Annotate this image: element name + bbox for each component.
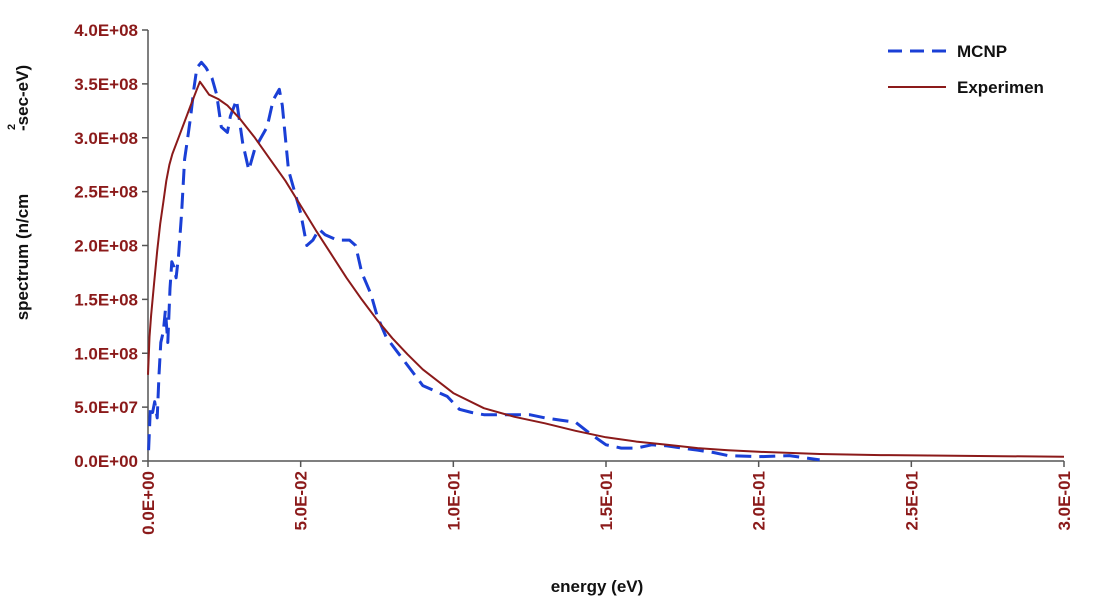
x-tick-label: 5.0E-02 <box>292 471 311 531</box>
x-axis-title: energy (eV) <box>551 577 644 596</box>
y-tick-label: 3.5E+08 <box>74 75 138 94</box>
x-tick-label: 3.0E-01 <box>1055 471 1074 531</box>
y-tick-label: 0.0E+00 <box>74 452 138 471</box>
y-axis-title: spectrum (n/cm 2 -sec-eV) <box>6 65 32 320</box>
y-axis-title-main: spectrum (n/cm <box>13 194 32 321</box>
y-tick-label: 2.0E+08 <box>74 237 138 256</box>
x-tick-label: 1.0E-01 <box>444 471 463 531</box>
y-axis-ticks: 0.0E+00 5.0E+07 1.0E+08 1.5E+08 2.0E+08 2.5E+… <box>74 21 148 471</box>
y-tick-label: 2.5E+08 <box>74 183 138 202</box>
svg-text:-sec-eV): -sec-eV) <box>13 65 32 131</box>
y-tick-label: 3.0E+08 <box>74 129 138 148</box>
series-line-experimen <box>147 80 1065 458</box>
legend: MCNP Experimen <box>888 42 1044 97</box>
y-tick-label: 1.5E+08 <box>74 290 138 309</box>
y-axis-title-tail: -sec-eV) <box>13 65 32 131</box>
x-tick-label: 1.5E-01 <box>597 471 616 531</box>
y-axis-title-superscript: 2 <box>6 124 18 130</box>
y-tick-label: 5.0E+07 <box>74 398 138 417</box>
x-tick-label: 2.0E-01 <box>750 471 769 531</box>
legend-label-mcnp: MCNP <box>957 42 1007 61</box>
x-tick-label: 0.0E+00 <box>139 471 158 535</box>
x-axis-ticks: 0.0E+00 5.0E-02 1.0E-01 1.5E-01 2.0E-01 2.5E-… <box>139 461 1074 535</box>
svg-text:2: 2 <box>6 124 18 130</box>
y-tick-label: 4.0E+08 <box>74 21 138 40</box>
series-layer <box>147 60 1065 462</box>
plot-area <box>147 30 1064 462</box>
svg-text:spectrum (n/cm: spectrum (n/cm <box>13 194 32 321</box>
legend-label-experimen: Experimen <box>957 78 1044 97</box>
y-tick-label: 1.0E+08 <box>74 344 138 363</box>
series-line-mcnp <box>147 60 820 462</box>
x-tick-label: 2.5E-01 <box>902 471 921 531</box>
